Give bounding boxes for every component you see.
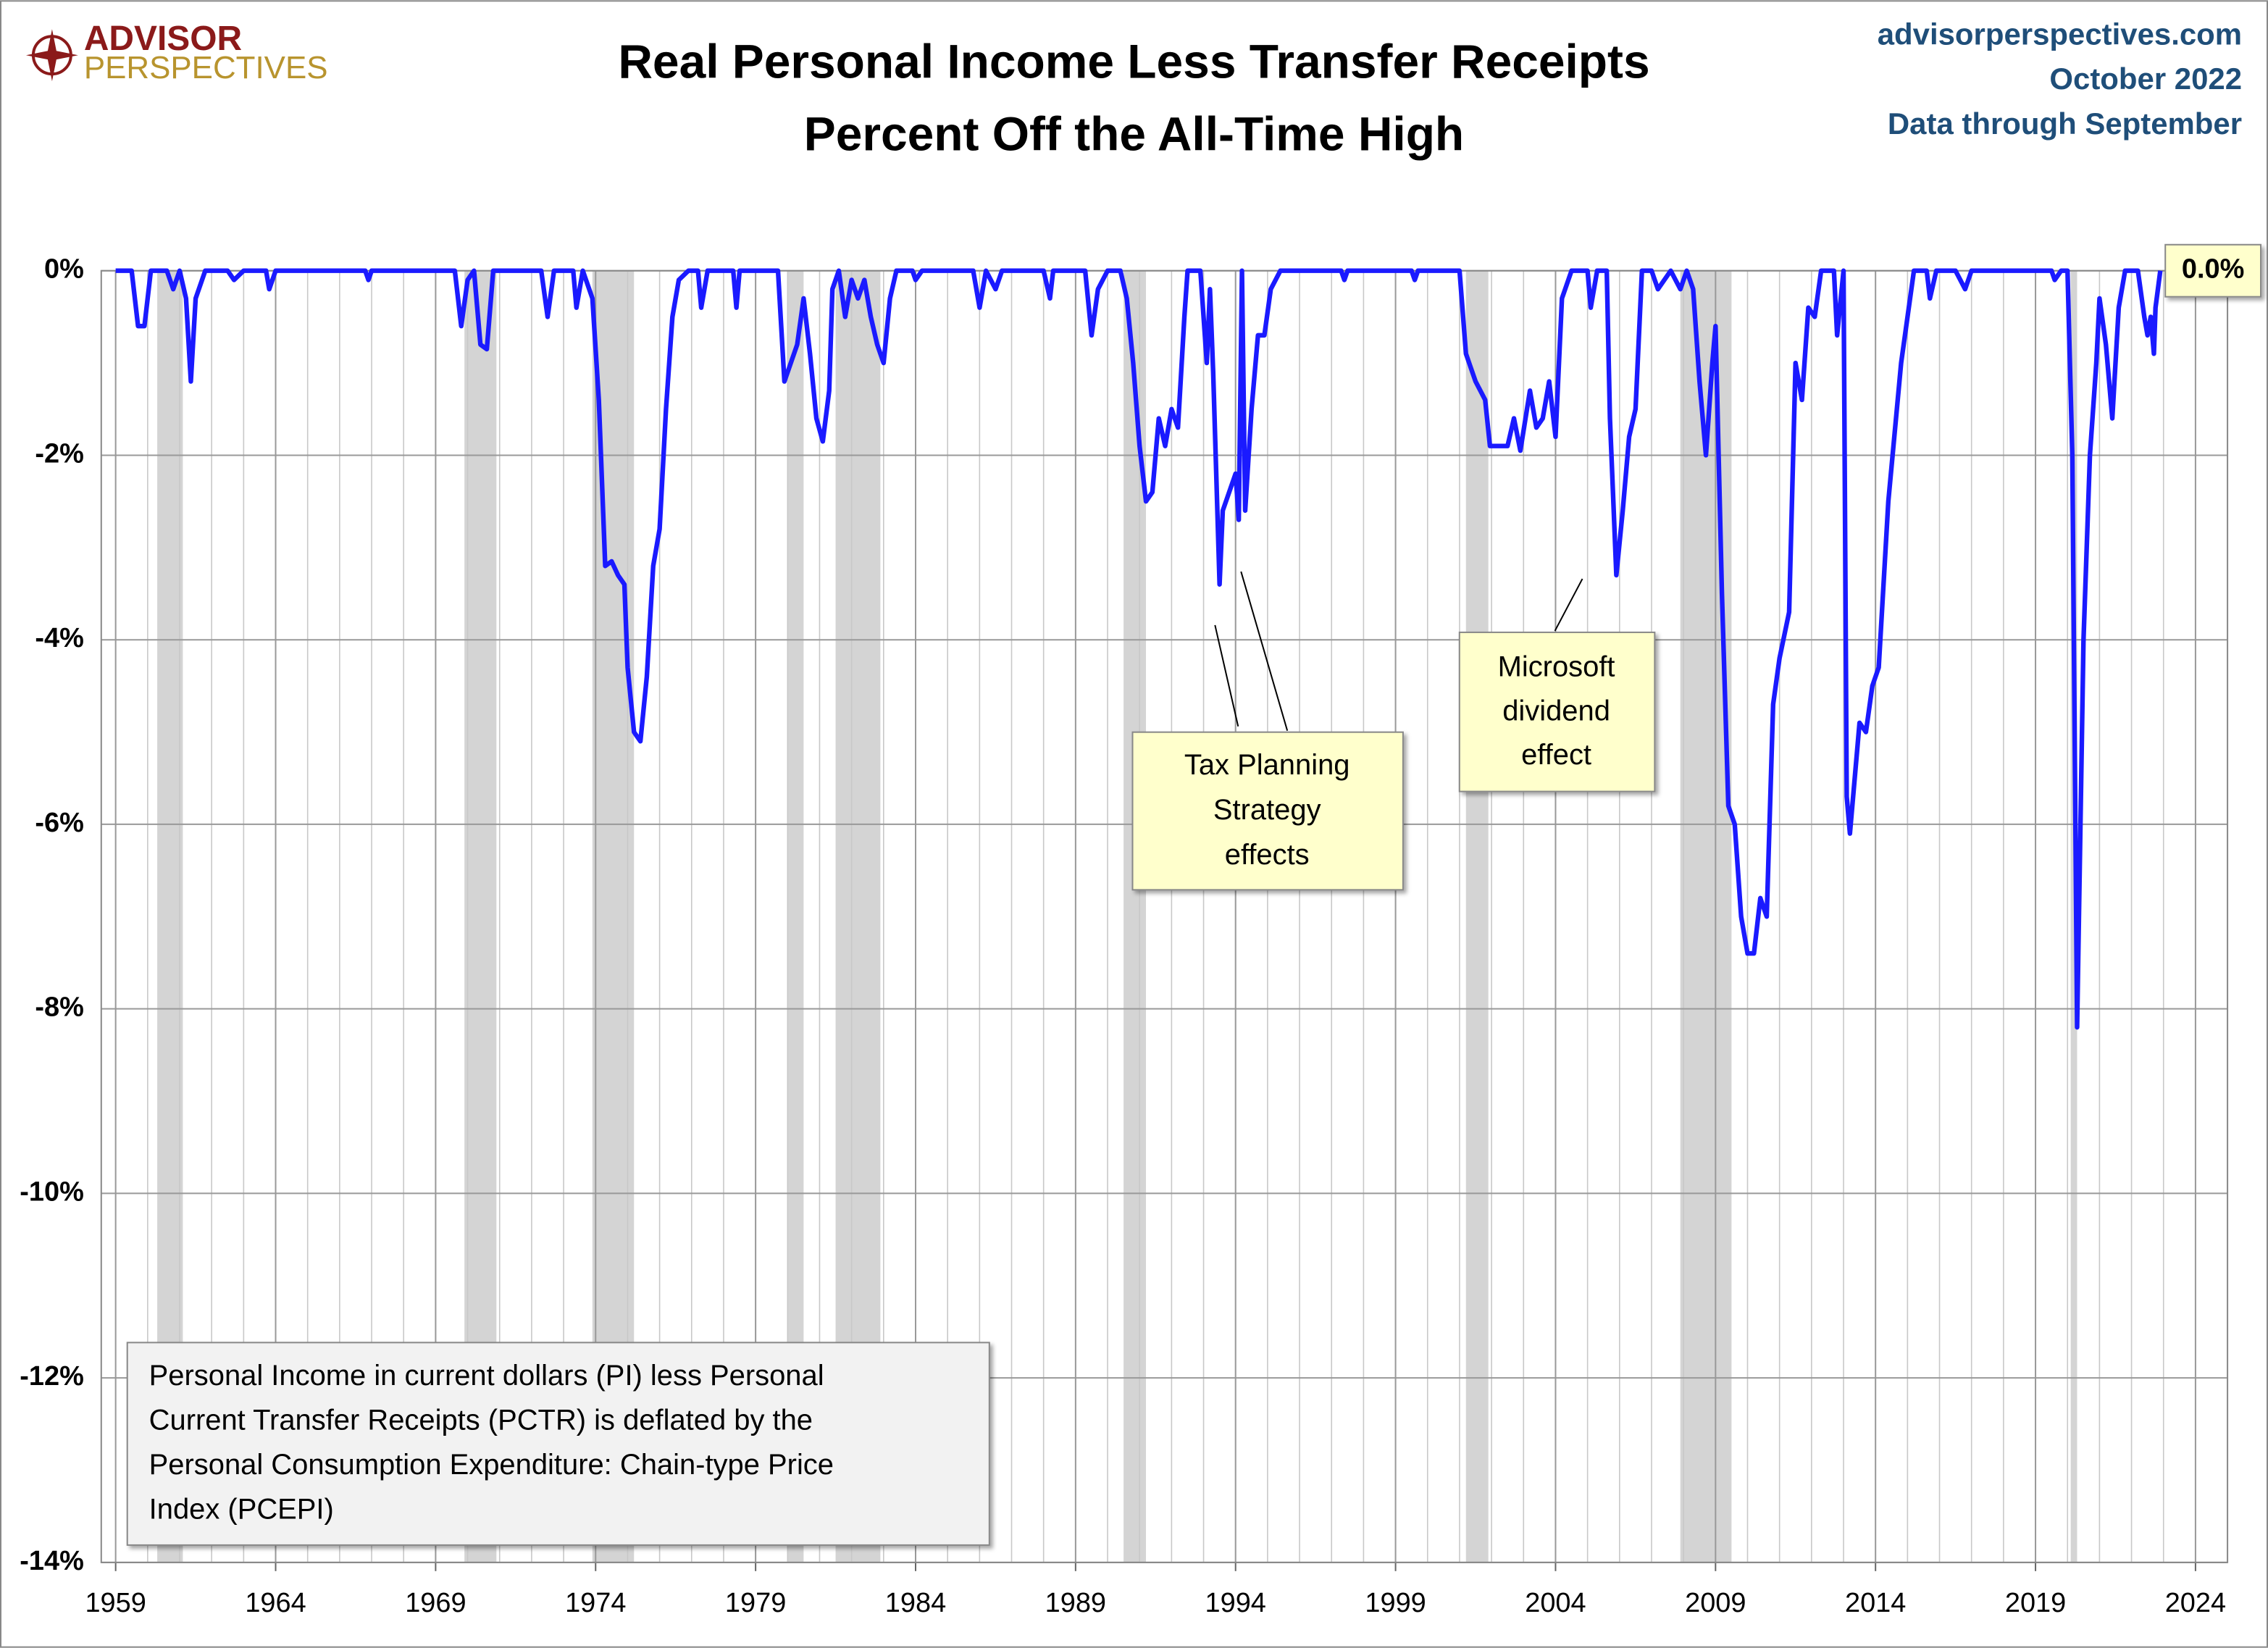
y-tick-label: -14% [20, 1546, 84, 1576]
end-label: 0.0% [2182, 254, 2244, 285]
annotation-text: Personal Consumption Expenditure: Chain-… [149, 1449, 834, 1481]
x-tick-label: 2024 [2165, 1588, 2226, 1618]
plot-border [100, 269, 2229, 1563]
annotation-box [126, 1342, 990, 1546]
y-tick-label: -8% [35, 992, 83, 1023]
x-tick-label: 1979 [725, 1588, 786, 1618]
x-tick-label: 2019 [2005, 1588, 2066, 1618]
plot: 1959 1964 1969 1974 1979 1984 1989 1994 1999 2004… [20, 243, 2262, 1618]
series-line [115, 268, 2163, 1030]
y-tick-label: 0% [44, 254, 84, 285]
x-tick-label: 1974 [565, 1588, 626, 1618]
x-tick-label: 2004 [1525, 1588, 1586, 1618]
x-tick-label: 1959 [85, 1588, 146, 1618]
pointer [1240, 571, 1289, 731]
site: advisorperspectives.com [1878, 17, 2242, 51]
logo-bottom: PERSPECTIVES [84, 50, 328, 85]
recession-band [787, 270, 804, 1563]
annotation-text: effect [1521, 739, 1591, 771]
x-tick-label: 1984 [885, 1588, 946, 1618]
x-tick-label: 2014 [1845, 1588, 1906, 1618]
annotation-text: Microsoft [1498, 651, 1615, 682]
y-tick-label: -6% [35, 808, 83, 838]
y-tick-label: -4% [35, 623, 83, 653]
pointer [1214, 624, 1239, 727]
annotation-text: Personal Income in current dollars (PI) … [149, 1360, 824, 1392]
logo-top: ADVISOR [84, 20, 242, 58]
annotation-text: Current Transfer Receipts (PCTR) is defl… [149, 1404, 813, 1436]
date: October 2022 [2049, 62, 2242, 96]
logo-star [25, 29, 78, 82]
x-tick-label: 1969 [405, 1588, 466, 1618]
annotation-text: effects [1225, 839, 1310, 871]
annotation-text: Index (PCEPI) [149, 1493, 334, 1525]
y-tick-label: -2% [35, 438, 83, 469]
x-tick-label: 1999 [1365, 1588, 1426, 1618]
pointer [1554, 578, 1583, 632]
annotation-box [1131, 731, 1404, 891]
recession-band [1465, 270, 1489, 1563]
recession-band [1680, 270, 1732, 1563]
y-tick-label: -10% [20, 1176, 84, 1207]
annotation-text: Tax Planning [1184, 749, 1350, 781]
data-through: Data through September [1888, 106, 2242, 141]
annotation-text: dividend [1502, 695, 1610, 727]
x-tick-label: 1989 [1045, 1588, 1106, 1618]
x-tick-label: 1994 [1205, 1588, 1266, 1618]
y-tick-label: -12% [20, 1361, 84, 1392]
logo: ADVISOR PERSPECTIVES [25, 20, 328, 85]
annotation-box [1458, 631, 1656, 792]
x-tick-label: 2009 [1685, 1588, 1746, 1618]
chart-subtitle: Percent Off the All-Time High [804, 106, 1464, 160]
chart-title: Real Personal Income Less Transfer Recei… [618, 35, 1649, 88]
x-tick-label: 1964 [245, 1588, 306, 1618]
end-label-box [2164, 243, 2262, 298]
annotation-text: Strategy [1213, 794, 1321, 826]
